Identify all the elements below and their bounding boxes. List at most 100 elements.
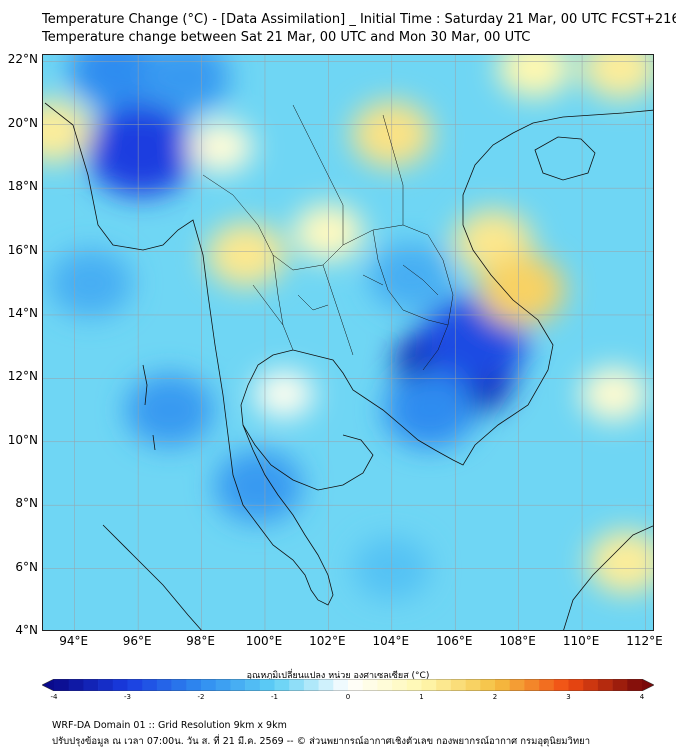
colorbar-cell — [54, 679, 69, 691]
colorbar-cell — [112, 679, 128, 691]
colorbar-cell — [259, 679, 275, 691]
inland-border — [322, 264, 354, 356]
colorbar-cell — [450, 679, 466, 691]
longitude-tick-label: 98°E — [186, 634, 215, 648]
chart-subtitle: Temperature change between Sat 21 Mar, 0… — [42, 30, 531, 45]
colorbar-cell — [627, 679, 643, 691]
colorbar-extend-high — [642, 679, 654, 691]
longitude-tick-label: 104°E — [372, 634, 410, 648]
temperature-field — [43, 55, 653, 601]
field-patch — [69, 55, 162, 109]
colorbar-cell — [289, 679, 305, 691]
colorbar-cell — [392, 679, 408, 691]
colorbar-cell — [127, 679, 143, 691]
field-patch — [369, 242, 453, 311]
longitude-tick-label: 112°E — [626, 634, 663, 648]
colorbar-tick-label: 3 — [566, 693, 571, 701]
field-patch — [383, 372, 476, 449]
map-panel[interactable] — [42, 54, 654, 631]
colorbar-cell — [68, 679, 84, 691]
colorbar-cell — [274, 679, 290, 691]
colorbar-cell — [553, 679, 569, 691]
andaman-islands — [142, 364, 156, 451]
latitude-tick-label: 4°N — [15, 623, 38, 637]
field-patch — [49, 249, 133, 318]
colorbar-cell — [377, 679, 393, 691]
province-borders — [202, 104, 454, 371]
field-patch — [214, 449, 303, 523]
borneo-coastline — [563, 525, 653, 630]
colorbar-cell — [612, 679, 628, 691]
colorbar-cell — [142, 679, 158, 691]
colorbar-tick-label: 0 — [345, 693, 351, 701]
field-patch — [581, 55, 653, 100]
colorbar-cell — [171, 679, 187, 691]
colorbar-cell — [186, 679, 202, 691]
inland-border — [272, 254, 294, 351]
colorbar-cell — [215, 679, 231, 691]
inland-border — [372, 229, 449, 326]
colorbar-tick-label: -1 — [271, 693, 278, 701]
colorbar-extend-low — [42, 679, 54, 691]
graticule — [43, 55, 653, 630]
inland-border — [382, 114, 404, 225]
longitude-tick-label: 100°E — [245, 634, 283, 648]
field-patch — [86, 104, 197, 197]
latitude-tick-label: 14°N — [7, 305, 38, 320]
colorbar-cell — [568, 679, 584, 691]
colorbar-cell — [480, 679, 496, 691]
coastlines — [44, 102, 653, 630]
longitude-tick-label: 96°E — [122, 634, 152, 648]
colorbar-tick-label: 1 — [419, 693, 424, 701]
colorbar-cell — [348, 679, 363, 691]
colorbar-cell — [362, 679, 378, 691]
latitude-tick-label: 6°N — [15, 559, 38, 574]
colorbar-cell — [465, 679, 481, 691]
colorbar-cell — [333, 679, 349, 691]
colorbar-tick-label: 4 — [639, 693, 645, 701]
colorbar-cell — [421, 679, 437, 691]
field-patch — [497, 55, 572, 98]
chart-title: Temperature Change (°C) - [Data Assimila… — [42, 12, 676, 27]
mainland-coastline — [44, 102, 653, 606]
temperature-map — [43, 55, 653, 630]
field-patch — [141, 55, 230, 114]
colorbar-cell — [539, 679, 555, 691]
colorbar-cell — [509, 679, 525, 691]
colorbar — [42, 679, 654, 691]
sumatra-coastline — [102, 524, 202, 630]
inland-border — [292, 104, 344, 245]
colorbar-tick-label: 2 — [492, 693, 498, 701]
colorbar-tick-label: -3 — [124, 693, 131, 701]
colorbar-cell — [201, 679, 216, 691]
inland-border — [252, 264, 439, 326]
colorbar-cell — [230, 679, 246, 691]
colorbar-cell — [83, 679, 99, 691]
colorbar-cell — [597, 679, 613, 691]
field-patch — [478, 254, 566, 326]
colorbar-cell — [524, 679, 540, 691]
latitude-tick-label: 20°N — [7, 115, 38, 130]
colorbar-cell — [156, 679, 172, 691]
colorbar-tick-label: -2 — [197, 693, 205, 701]
colorbar-cell — [318, 679, 334, 691]
colorbar-tick-label: -4 — [50, 693, 58, 701]
field-patch — [254, 370, 314, 418]
longitude-tick-label: 106°E — [435, 634, 473, 648]
longitude-tick-label: 108°E — [499, 634, 536, 648]
latitude-tick-label: 12°N — [7, 369, 38, 384]
latitude-tick-label: 18°N — [7, 179, 38, 194]
latitude-tick-label: 16°N — [7, 242, 38, 257]
longitude-tick-label: 102°E — [309, 634, 346, 648]
field-patch — [580, 367, 648, 422]
field-patch — [587, 530, 653, 594]
gulf-of-thailand-coast — [242, 424, 374, 491]
latitude-tick-label: 10°N — [7, 432, 38, 447]
field-patch — [125, 373, 215, 447]
latitude-tick-label: 8°N — [15, 496, 38, 511]
colorbar-cell — [98, 679, 114, 691]
hainan-coastline — [534, 136, 596, 181]
longitude-tick-label: 110°E — [562, 634, 600, 648]
colorbar-cell — [583, 679, 599, 691]
field-patch — [206, 222, 286, 288]
